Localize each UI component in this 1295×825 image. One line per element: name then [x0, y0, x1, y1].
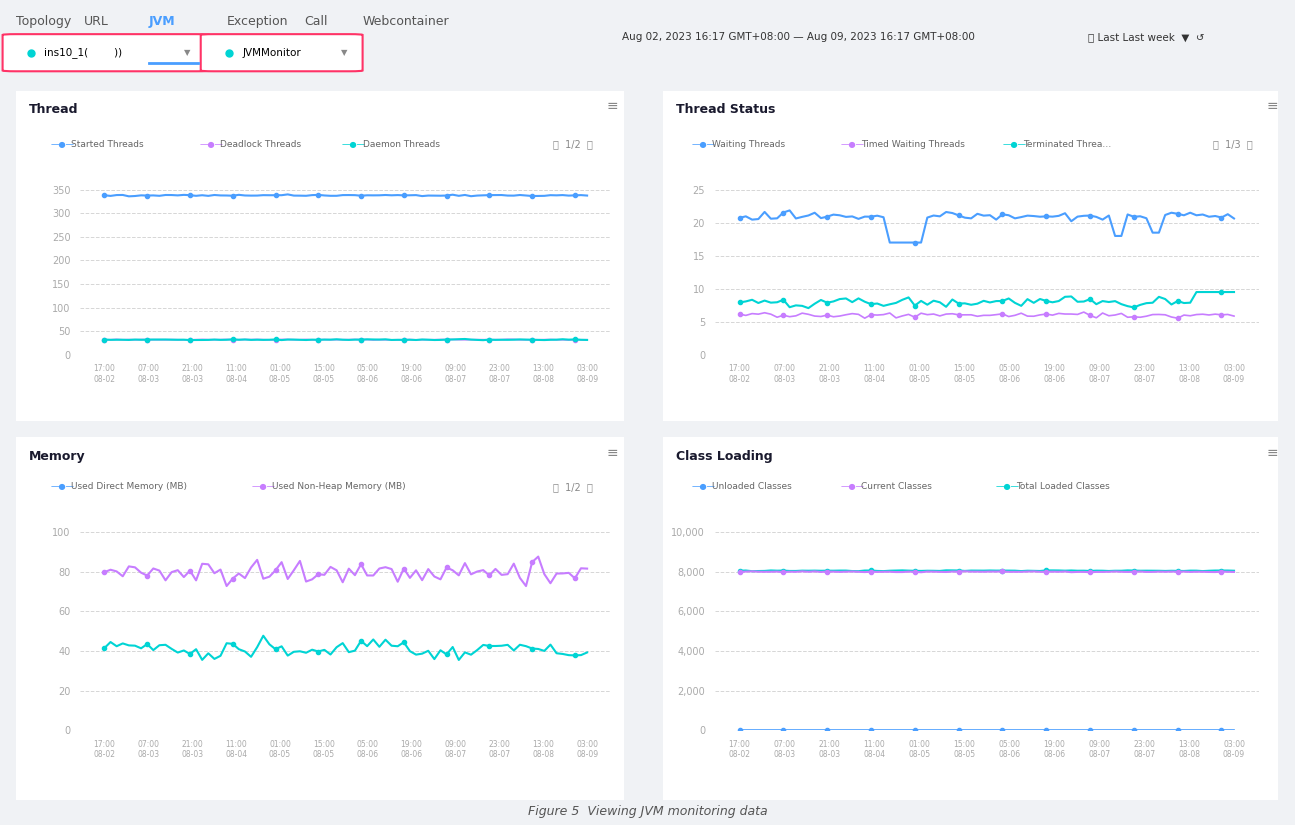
Text: —●—: —●—: [692, 483, 716, 491]
Text: ≡: ≡: [1267, 446, 1278, 460]
Text: Webcontainer: Webcontainer: [363, 15, 449, 28]
FancyBboxPatch shape: [3, 34, 210, 71]
Text: URL: URL: [84, 15, 109, 28]
Text: Thread Status: Thread Status: [676, 103, 776, 116]
Text: Aug 02, 2023 16:17 GMT+08:00 — Aug 09, 2023 16:17 GMT+08:00: Aug 02, 2023 16:17 GMT+08:00 — Aug 09, 2…: [622, 32, 974, 42]
Text: —●—: —●—: [1002, 140, 1027, 148]
Text: ▼: ▼: [184, 48, 190, 57]
Text: Started Threads: Started Threads: [71, 140, 144, 148]
Text: ≡: ≡: [606, 99, 618, 113]
Text: —●—: —●—: [342, 140, 366, 148]
Text: ⏱ Last Last week  ▼  ↺: ⏱ Last Last week ▼ ↺: [1088, 32, 1204, 42]
Text: Memory: Memory: [28, 450, 85, 463]
Text: Exception: Exception: [227, 15, 287, 28]
Text: —●—: —●—: [840, 483, 865, 491]
Text: Daemon Threads: Daemon Threads: [363, 140, 439, 148]
FancyBboxPatch shape: [201, 34, 363, 71]
Text: Call: Call: [304, 15, 328, 28]
Text: —●—: —●—: [51, 140, 75, 148]
Text: —●—: —●—: [996, 483, 1020, 491]
Text: Class Loading: Class Loading: [676, 450, 773, 463]
Text: Terminated Threa…: Terminated Threa…: [1023, 140, 1111, 148]
Text: Timed Waiting Threads: Timed Waiting Threads: [861, 140, 965, 148]
Text: Used Direct Memory (MB): Used Direct Memory (MB): [71, 483, 188, 491]
Text: Used Non-Heap Memory (MB): Used Non-Heap Memory (MB): [272, 483, 405, 491]
Text: 〈  1/3  〉: 〈 1/3 〉: [1213, 139, 1254, 149]
Text: —●—: —●—: [51, 483, 75, 491]
Text: —●—: —●—: [840, 140, 865, 148]
Text: Total Loaded Classes: Total Loaded Classes: [1017, 483, 1110, 491]
Text: JVM: JVM: [149, 15, 176, 28]
Text: Thread: Thread: [28, 103, 78, 116]
Text: ins10_1(        )): ins10_1( )): [44, 47, 122, 59]
Text: —●—: —●—: [199, 140, 224, 148]
Text: 〈  1/2  〉: 〈 1/2 〉: [553, 139, 593, 149]
Text: Unloaded Classes: Unloaded Classes: [712, 483, 793, 491]
Text: Waiting Threads: Waiting Threads: [712, 140, 785, 148]
Text: ≡: ≡: [1267, 99, 1278, 113]
Text: 〈  1/2  〉: 〈 1/2 〉: [553, 482, 593, 492]
Text: Figure 5  Viewing JVM monitoring data: Figure 5 Viewing JVM monitoring data: [527, 805, 768, 818]
Text: ▼: ▼: [341, 48, 347, 57]
Text: —●—: —●—: [251, 483, 276, 491]
Text: Deadlock Threads: Deadlock Threads: [220, 140, 302, 148]
Text: Topology: Topology: [16, 15, 71, 28]
Text: JVMMonitor: JVMMonitor: [242, 48, 300, 58]
Text: ≡: ≡: [606, 446, 618, 460]
Text: —●—: —●—: [692, 140, 716, 148]
Text: Current Classes: Current Classes: [861, 483, 932, 491]
